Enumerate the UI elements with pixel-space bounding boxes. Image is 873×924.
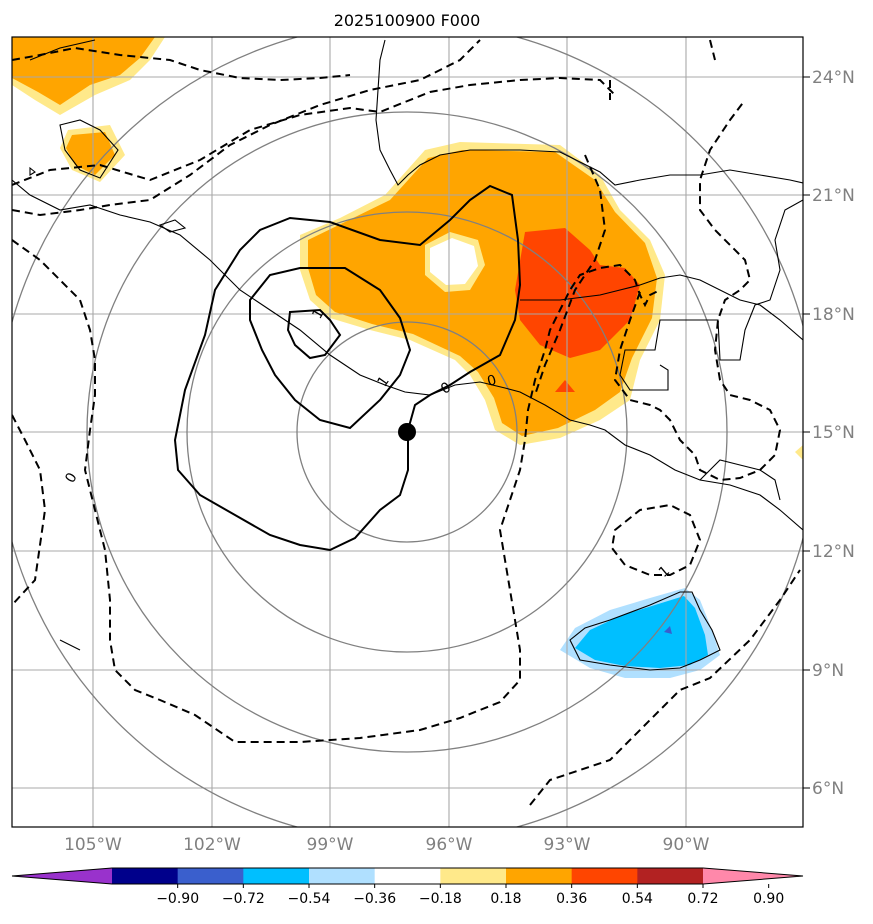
contour-dashed-5 [12,239,661,743]
lat-label: 12°N [812,542,855,562]
right-ticks [803,76,810,789]
contour-dashed-6 [613,99,782,482]
lon-label: 102°W [183,835,241,855]
contour-dashed-9 [709,39,716,61]
contour-dashed-2 [12,46,351,82]
colorbar-segment [177,868,244,884]
lon-label: 90°W [663,835,710,855]
lon-label: 99°W [307,835,354,855]
contour-dashed-10 [534,154,607,396]
contours [12,39,801,806]
lon-label: 93°W [544,835,591,855]
colorbar-tick-label: −0.54 [288,891,331,907]
strong-positive-dot [555,380,575,392]
colorbar-tick-label: 0.36 [556,891,587,907]
colorbar-segment [112,868,179,884]
positive-anomaly-central [308,150,657,436]
positive-anomaly-small [66,132,115,175]
colorbar-segment [440,868,507,884]
contour-solid-0 [173,184,522,552]
lon-label: 96°W [426,835,473,855]
lat-label: 9°N [812,661,844,681]
contour-dashed-8 [529,569,801,806]
colorbar-tick-label: −0.72 [222,891,265,907]
colorbar-segment [243,868,310,884]
colorbar-extension-max [703,868,803,884]
colorbar-segment [571,868,638,884]
map-title: 2025100900 F000 [334,11,481,30]
lat-label: 24°N [812,68,855,88]
colorbar-tick-label: 0.18 [490,891,521,907]
latitude-labels: 24°N 21°N 18°N 15°N 12°N 9°N 6°N [812,68,855,799]
contour-solid-inner [286,308,342,360]
lat-label: 6°N [812,779,844,799]
central-hole [430,238,478,285]
contour-dashed-1 [12,76,616,186]
contour-dashed-4 [12,39,481,217]
lat-label: 21°N [812,186,855,206]
contour-solid-1 [249,267,412,430]
colorbar-tick-label: 0.54 [622,891,653,907]
negative-anomaly [575,596,708,668]
colorbar: −0.90 −0.72 −0.54 −0.36 −0.18 0.18 0.36 0.54 0.7… [11,867,804,907]
lat-label: 18°N [812,305,855,325]
contour-dashed-7 [610,503,702,576]
colorbar-segment [309,868,376,884]
range-rings [12,37,803,827]
lon-label: 105°W [64,835,122,855]
lat-label: 15°N [812,423,855,443]
colorbar-segment [506,868,573,884]
colorbar-tick-label: −0.18 [419,891,462,907]
contour-label: 0 [486,372,499,390]
strong-negative-dot [664,626,672,634]
contour-dashed-3 [12,414,47,606]
colorbar-segment [637,868,704,884]
colorbar-extension-min [12,868,112,884]
colorbar-segment [374,868,441,884]
colorbar-tick-label: 0.72 [687,891,718,907]
colorbar-tick-label: −0.90 [156,891,199,907]
coastlines [12,39,803,671]
colorbar-outline [11,867,804,885]
edge-anomaly [795,445,803,460]
colorbar-tick-label: 0.90 [753,891,784,907]
colorbar-tick-label: −0.36 [353,891,396,907]
longitude-labels: 105°W 102°W 99°W 96°W 93°W 90°W [64,835,710,855]
map-area: 1 1 0 0 0 1 [11,36,810,828]
storm-center-marker [398,423,416,441]
